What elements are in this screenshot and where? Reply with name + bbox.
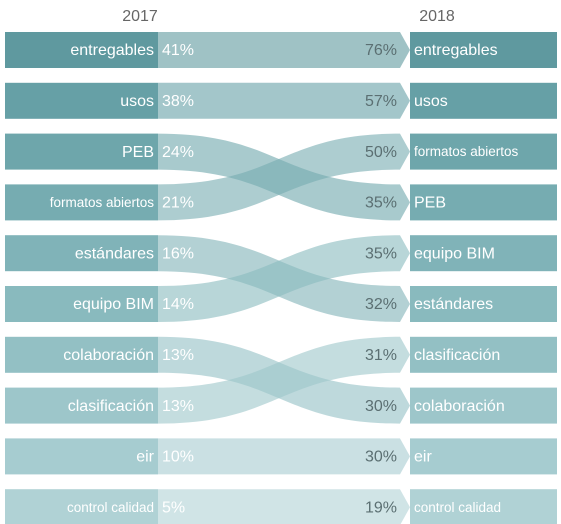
flow-band: [158, 336, 410, 424]
left-value: 13%: [162, 347, 194, 364]
right-value: 32%: [365, 296, 397, 313]
right-box: [410, 438, 557, 475]
right-label: estándares: [414, 296, 493, 313]
right-box: [410, 235, 557, 272]
left-label: colaboración: [63, 347, 154, 364]
flow-band: [158, 133, 410, 221]
left-value: 41%: [162, 42, 194, 59]
flow-band: [158, 32, 410, 68]
right-box: [410, 82, 557, 119]
left-label: estándares: [75, 245, 154, 262]
right-label: eir: [414, 449, 432, 466]
right-label: formatos abiertos: [414, 144, 519, 159]
left-label: control calidad: [67, 500, 154, 515]
right-value: 30%: [365, 398, 397, 415]
left-label: eir: [136, 449, 154, 466]
right-value: 35%: [365, 195, 397, 212]
left-box: [5, 286, 158, 322]
right-box: [410, 286, 557, 322]
flow-band: [158, 489, 410, 524]
right-label: control calidad: [414, 500, 501, 515]
flow-band: [158, 438, 410, 475]
left-label: usos: [120, 93, 154, 110]
right-value: 19%: [365, 499, 397, 516]
left-label: PEB: [122, 144, 154, 161]
right-label: PEB: [414, 195, 446, 212]
left-box: [5, 489, 158, 524]
left-box: [5, 387, 158, 424]
flow-band: [158, 82, 410, 119]
left-box: [5, 235, 158, 272]
right-label: equipo BIM: [414, 245, 495, 262]
left-value: 24%: [162, 144, 194, 161]
right-value: 31%: [365, 347, 397, 364]
left-value: 5%: [162, 499, 185, 516]
left-box: [5, 336, 158, 373]
right-label: entregables: [414, 42, 498, 59]
left-label: equipo BIM: [73, 296, 154, 313]
left-box: [5, 32, 158, 68]
left-value: 16%: [162, 245, 194, 262]
left-value: 10%: [162, 449, 194, 466]
right-label: clasificación: [414, 347, 500, 364]
right-box: [410, 184, 557, 221]
left-value: 21%: [162, 195, 194, 212]
right-value: 30%: [365, 449, 397, 466]
right-label: usos: [414, 93, 448, 110]
left-box: [5, 133, 158, 170]
year-left: 2017: [122, 8, 158, 25]
left-label: entregables: [70, 42, 154, 59]
right-value: 50%: [365, 144, 397, 161]
right-value: 57%: [365, 93, 397, 110]
right-value: 35%: [365, 245, 397, 262]
left-box: [5, 438, 158, 475]
left-box: [5, 184, 158, 221]
left-value: 38%: [162, 93, 194, 110]
right-box: [410, 133, 557, 170]
left-value: 13%: [162, 398, 194, 415]
right-box: [410, 489, 557, 524]
right-box: [410, 32, 557, 68]
left-value: 14%: [162, 296, 194, 313]
left-box: [5, 82, 158, 119]
left-label: clasificación: [68, 398, 154, 415]
year-right: 2018: [419, 8, 455, 25]
left-label: formatos abiertos: [50, 195, 155, 210]
right-value: 76%: [365, 42, 397, 59]
right-label: colaboración: [414, 398, 505, 415]
right-box: [410, 387, 557, 424]
flow-band: [158, 235, 410, 322]
right-box: [410, 336, 557, 373]
